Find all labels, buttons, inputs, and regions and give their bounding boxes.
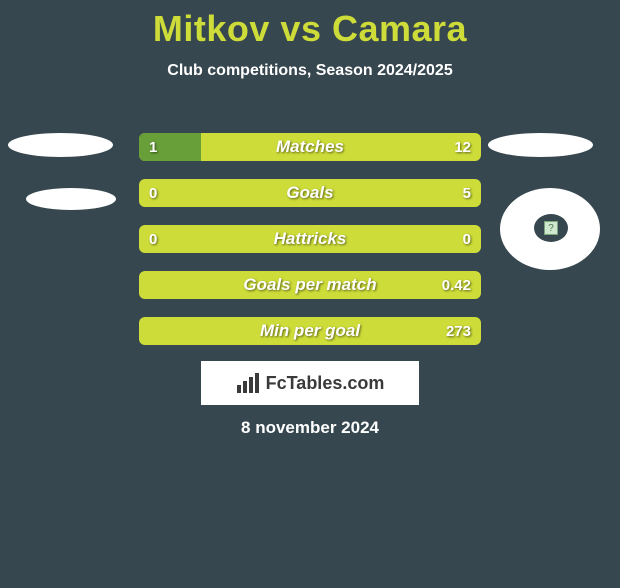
stat-label: Min per goal [139,317,481,345]
stat-label: Goals per match [139,271,481,299]
date-label: 8 november 2024 [0,418,620,438]
comparison-chart: 1Matches120Goals50Hattricks0Goals per ma… [139,133,481,363]
placeholder-icon: ? [544,221,558,235]
logo-text: FcTables.com [266,373,385,394]
stat-value-right: 0 [463,225,471,253]
stat-label: Hattricks [139,225,481,253]
ellipse-mid-left [26,188,116,210]
stat-row: Goals per match0.42 [139,271,481,299]
site-logo: FcTables.com [201,361,419,405]
stat-value-right: 0.42 [442,271,471,299]
stat-value-right: 273 [446,317,471,345]
stat-label: Matches [139,133,481,161]
stat-label: Goals [139,179,481,207]
stat-value-right: 12 [454,133,471,161]
stat-value-right: 5 [463,179,471,207]
page-subtitle: Club competitions, Season 2024/2025 [0,62,620,80]
bars-icon [236,373,260,393]
stat-row: 0Hattricks0 [139,225,481,253]
stat-row: 0Goals5 [139,179,481,207]
ellipse-top-right [488,133,593,157]
page-title: Mitkov vs Camara [0,8,620,50]
ellipse-top-left [8,133,113,157]
stat-row: 1Matches12 [139,133,481,161]
stat-row: Min per goal273 [139,317,481,345]
